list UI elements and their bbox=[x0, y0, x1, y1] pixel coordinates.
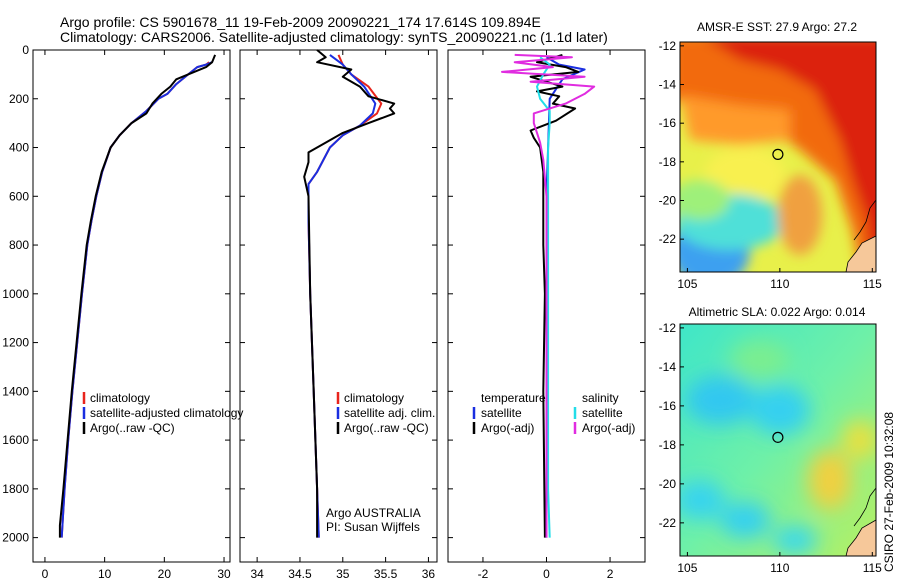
x-tick-label: -2 bbox=[478, 567, 489, 580]
map-y-tick-label: -12 bbox=[659, 39, 677, 53]
map-y-tick-label: -18 bbox=[659, 438, 677, 452]
map-y-tick-label: -18 bbox=[659, 155, 677, 169]
legend-label-sal-argo: Argo(-adj) bbox=[582, 421, 635, 435]
map-y-tick-label: -22 bbox=[659, 232, 677, 246]
sla-blue-patch-2 bbox=[750, 385, 810, 435]
sla-yellow-patch-1 bbox=[808, 450, 852, 510]
map-y-tick-label: -12 bbox=[659, 321, 677, 335]
map-x-tick-label: 105 bbox=[677, 277, 697, 291]
y-tick-label: 1000 bbox=[2, 287, 29, 301]
x-tick-label: 30 bbox=[217, 567, 231, 580]
y-tick-label: 0 bbox=[22, 43, 29, 57]
x-tick-label: 2 bbox=[607, 567, 614, 580]
x-tick-label: 10 bbox=[98, 567, 112, 580]
map-y-tick-label: -14 bbox=[659, 360, 677, 374]
legend-label-sal-satellite: satellite bbox=[582, 406, 623, 420]
map-y-tick-label: -22 bbox=[659, 516, 677, 530]
y-tick-label: 1800 bbox=[2, 482, 29, 496]
legend-label-argo: Argo(..raw -QC) bbox=[344, 421, 429, 435]
sla-blue-patch-4 bbox=[720, 502, 770, 538]
legend-label-argo: Argo(..raw -QC) bbox=[90, 421, 175, 435]
title-line-2: Climatology: CARS2006. Satellite-adjuste… bbox=[60, 29, 608, 45]
legend-label-satellite: satellite-adjusted climatology bbox=[90, 406, 243, 420]
temperature-legend: climatology satellite-adjusted climatolo… bbox=[82, 391, 243, 435]
map-x-tick-label: 110 bbox=[770, 277, 789, 291]
axes-frame bbox=[239, 49, 438, 563]
sla-map-frame bbox=[679, 323, 877, 557]
sla-map-title: Altimetric SLA: 0.022 Argo: 0.014 bbox=[689, 305, 866, 319]
sst-orange-patch bbox=[778, 175, 822, 255]
map-x-tick-label: 115 bbox=[863, 561, 882, 575]
x-tick-label: 0 bbox=[42, 567, 49, 580]
sst-map-title: AMSR-E SST: 27.9 Argo: 27.2 bbox=[697, 20, 857, 34]
legend-label-satellite: satellite adj. clim. bbox=[344, 406, 435, 420]
y-tick-label: 400 bbox=[9, 141, 29, 155]
x-tick-label: 0 bbox=[543, 567, 550, 580]
sst-land bbox=[845, 235, 876, 272]
axes-frame bbox=[32, 49, 231, 563]
sla-blue-patch-1 bbox=[685, 375, 755, 425]
x-tick-label: 36 bbox=[422, 567, 436, 580]
credit-text: CSIRO 27-Feb-2009 10:32:08 bbox=[882, 412, 896, 572]
sst-green-patch bbox=[680, 180, 730, 220]
y-tick-label: 1400 bbox=[2, 384, 29, 398]
legend-label-temp-argo: Argo(-adj) bbox=[481, 421, 534, 435]
x-tick-label: 20 bbox=[158, 567, 172, 580]
difference-panel: -202difference from climatology bbox=[447, 49, 646, 580]
y-tick-label: 1200 bbox=[2, 336, 29, 350]
map-x-tick-label: 105 bbox=[677, 561, 697, 575]
legend-title-temperature: temperature bbox=[481, 391, 546, 405]
sst-orange-band bbox=[680, 95, 790, 145]
sst-coastline bbox=[853, 199, 876, 241]
sla-land bbox=[845, 519, 876, 556]
legend-label-temp-satellite: satellite bbox=[481, 406, 522, 420]
sla-coastline bbox=[853, 487, 876, 527]
y-tick-label: 600 bbox=[9, 189, 29, 203]
map-y-tick-label: -20 bbox=[659, 193, 677, 207]
argo-position-marker bbox=[772, 148, 784, 160]
annotation-line-2: PI: Susan Wijffels bbox=[326, 520, 420, 534]
sla-blue-patch-5 bbox=[773, 526, 817, 554]
map-x-tick-label: 110 bbox=[770, 561, 789, 575]
series-sal-argo bbox=[501, 53, 596, 538]
map-y-tick-label: -14 bbox=[659, 78, 677, 92]
sst-map-frame bbox=[679, 41, 877, 273]
y-tick-label: 1600 bbox=[2, 433, 29, 447]
series-argo bbox=[58, 54, 217, 538]
legend-label-climatology: climatology bbox=[90, 391, 150, 405]
salinity-legend: climatology satellite adj. clim. Argo(..… bbox=[326, 391, 435, 534]
y-tick-label: 200 bbox=[9, 92, 29, 106]
map-y-tick-label: -16 bbox=[659, 116, 677, 130]
series-argo bbox=[303, 49, 396, 538]
map-y-tick-label: -20 bbox=[659, 477, 677, 491]
sla-yellow-patch-2 bbox=[842, 420, 876, 460]
sla-blue-patch-3 bbox=[680, 480, 725, 520]
legend-label-climatology: climatology bbox=[344, 391, 404, 405]
map-y-tick-label: -16 bbox=[659, 399, 677, 413]
legend-title-salinity: salinity bbox=[582, 391, 619, 405]
argo-position-marker bbox=[772, 431, 784, 443]
sla-map: 105 110 115 -12 -14 -16 -18 -20 -22 bbox=[659, 321, 883, 575]
sst-map: 105 110 115 -12 -14 -16 -18 -20 -22 bbox=[659, 39, 883, 291]
title-line-1: Argo profile: CS 5901678_11 19-Feb-2009 … bbox=[60, 14, 541, 30]
annotation-line-1: Argo AUSTRALIA bbox=[326, 506, 421, 520]
series-temp-argo bbox=[529, 53, 580, 538]
x-tick-label: 35.5 bbox=[374, 567, 398, 580]
sla-field-blobs bbox=[680, 340, 876, 554]
y-tick-label: 800 bbox=[9, 238, 29, 252]
sst-hot-region bbox=[711, 42, 876, 272]
sla-green-patch bbox=[730, 340, 790, 380]
sst-field-blobs bbox=[680, 42, 876, 272]
y-tick-label: 2000 bbox=[2, 531, 29, 545]
temperature-panel: 0102030temperature0200400600800100012001… bbox=[2, 43, 231, 580]
x-tick-label: 34 bbox=[250, 567, 264, 580]
x-tick-label: 35 bbox=[336, 567, 350, 580]
map-x-tick-label: 115 bbox=[863, 277, 882, 291]
x-tick-label: 34.5 bbox=[288, 567, 312, 580]
difference-legend: temperature satellite Argo(-adj) salinit… bbox=[472, 391, 635, 435]
